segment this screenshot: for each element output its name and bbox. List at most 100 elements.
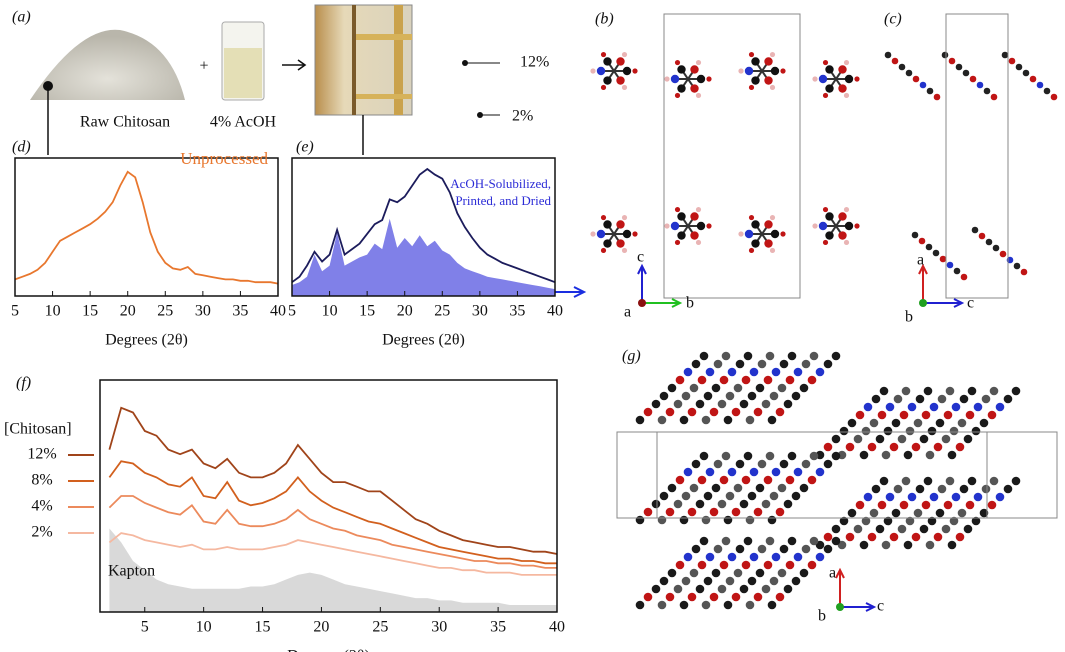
atom — [690, 484, 699, 493]
atom — [884, 427, 893, 436]
atom — [726, 577, 735, 586]
atom — [972, 427, 981, 436]
x-tick-label: 35 — [509, 303, 525, 320]
atom — [870, 509, 879, 518]
atom — [772, 468, 781, 477]
atom — [664, 223, 669, 228]
caption: 4% AcOH — [210, 114, 277, 131]
atom — [856, 411, 865, 420]
atom — [734, 484, 743, 493]
atom — [808, 561, 817, 570]
atom — [748, 392, 757, 401]
atom — [675, 207, 680, 212]
atom — [676, 476, 685, 485]
atom — [616, 239, 624, 247]
atom — [698, 561, 707, 570]
atom — [816, 368, 825, 377]
atom — [778, 569, 787, 578]
atom — [876, 435, 885, 444]
atom — [788, 352, 797, 361]
atom — [944, 411, 953, 420]
atom — [677, 212, 685, 220]
atom — [603, 57, 611, 65]
atom — [912, 533, 921, 542]
atom — [764, 76, 772, 84]
atom — [603, 76, 611, 84]
axis-name: a — [829, 565, 836, 582]
atom — [706, 368, 715, 377]
x-tick-label: 25 — [372, 619, 388, 636]
atom — [844, 93, 849, 98]
atom — [942, 52, 949, 59]
atom — [744, 537, 753, 546]
atom — [810, 452, 819, 461]
atom — [920, 82, 927, 89]
atom — [940, 256, 947, 263]
legend-title: [Chitosan] — [4, 421, 72, 438]
atom — [886, 403, 895, 412]
atom — [771, 67, 779, 75]
axis-name: c — [967, 295, 974, 312]
legend-label: 4% — [31, 498, 52, 515]
atom — [601, 248, 606, 253]
atom — [794, 368, 803, 377]
atom — [632, 231, 637, 236]
atom — [824, 545, 833, 554]
atom — [756, 569, 765, 578]
atom — [980, 419, 989, 428]
atom — [766, 352, 775, 361]
atom — [898, 525, 907, 534]
atom — [704, 392, 713, 401]
atom — [696, 207, 701, 212]
caption: 12% — [520, 54, 549, 71]
atom — [744, 352, 753, 361]
x-tick-label: 20 — [313, 619, 329, 636]
atom — [603, 239, 611, 247]
atom — [749, 85, 754, 90]
axis-arrow — [923, 299, 962, 307]
atom — [652, 500, 661, 509]
atom — [938, 485, 947, 494]
atom — [1000, 251, 1007, 258]
atom — [990, 477, 999, 486]
atom — [750, 368, 759, 377]
atom — [690, 65, 698, 73]
x-tick-label: 40 — [547, 303, 563, 320]
atom — [746, 416, 755, 425]
atom — [786, 376, 795, 385]
atom — [696, 60, 701, 65]
atom — [700, 452, 709, 461]
atom — [919, 238, 926, 245]
atom — [742, 376, 751, 385]
caption: 2% — [512, 108, 533, 125]
atom — [934, 94, 941, 101]
atom — [762, 400, 771, 409]
atom — [770, 85, 775, 90]
atom — [720, 376, 729, 385]
atom — [802, 460, 811, 469]
atom — [824, 360, 833, 369]
atom — [956, 443, 965, 452]
atom — [744, 452, 753, 461]
atom — [754, 408, 763, 417]
axis-arrow — [919, 266, 927, 303]
arrow — [282, 60, 305, 70]
atom — [660, 492, 669, 501]
atom — [838, 212, 846, 220]
atom — [825, 212, 833, 220]
atom — [676, 376, 685, 385]
atom — [710, 408, 719, 417]
atom — [823, 207, 828, 212]
atom — [688, 408, 697, 417]
atom — [960, 395, 969, 404]
atom — [778, 384, 787, 393]
atom — [776, 508, 785, 517]
panel-label: (b) — [595, 11, 614, 28]
atom — [636, 601, 645, 610]
atom — [776, 408, 785, 417]
atom — [812, 223, 817, 228]
atom — [696, 93, 701, 98]
atom — [780, 460, 789, 469]
atom — [728, 553, 737, 562]
atom — [844, 60, 849, 65]
